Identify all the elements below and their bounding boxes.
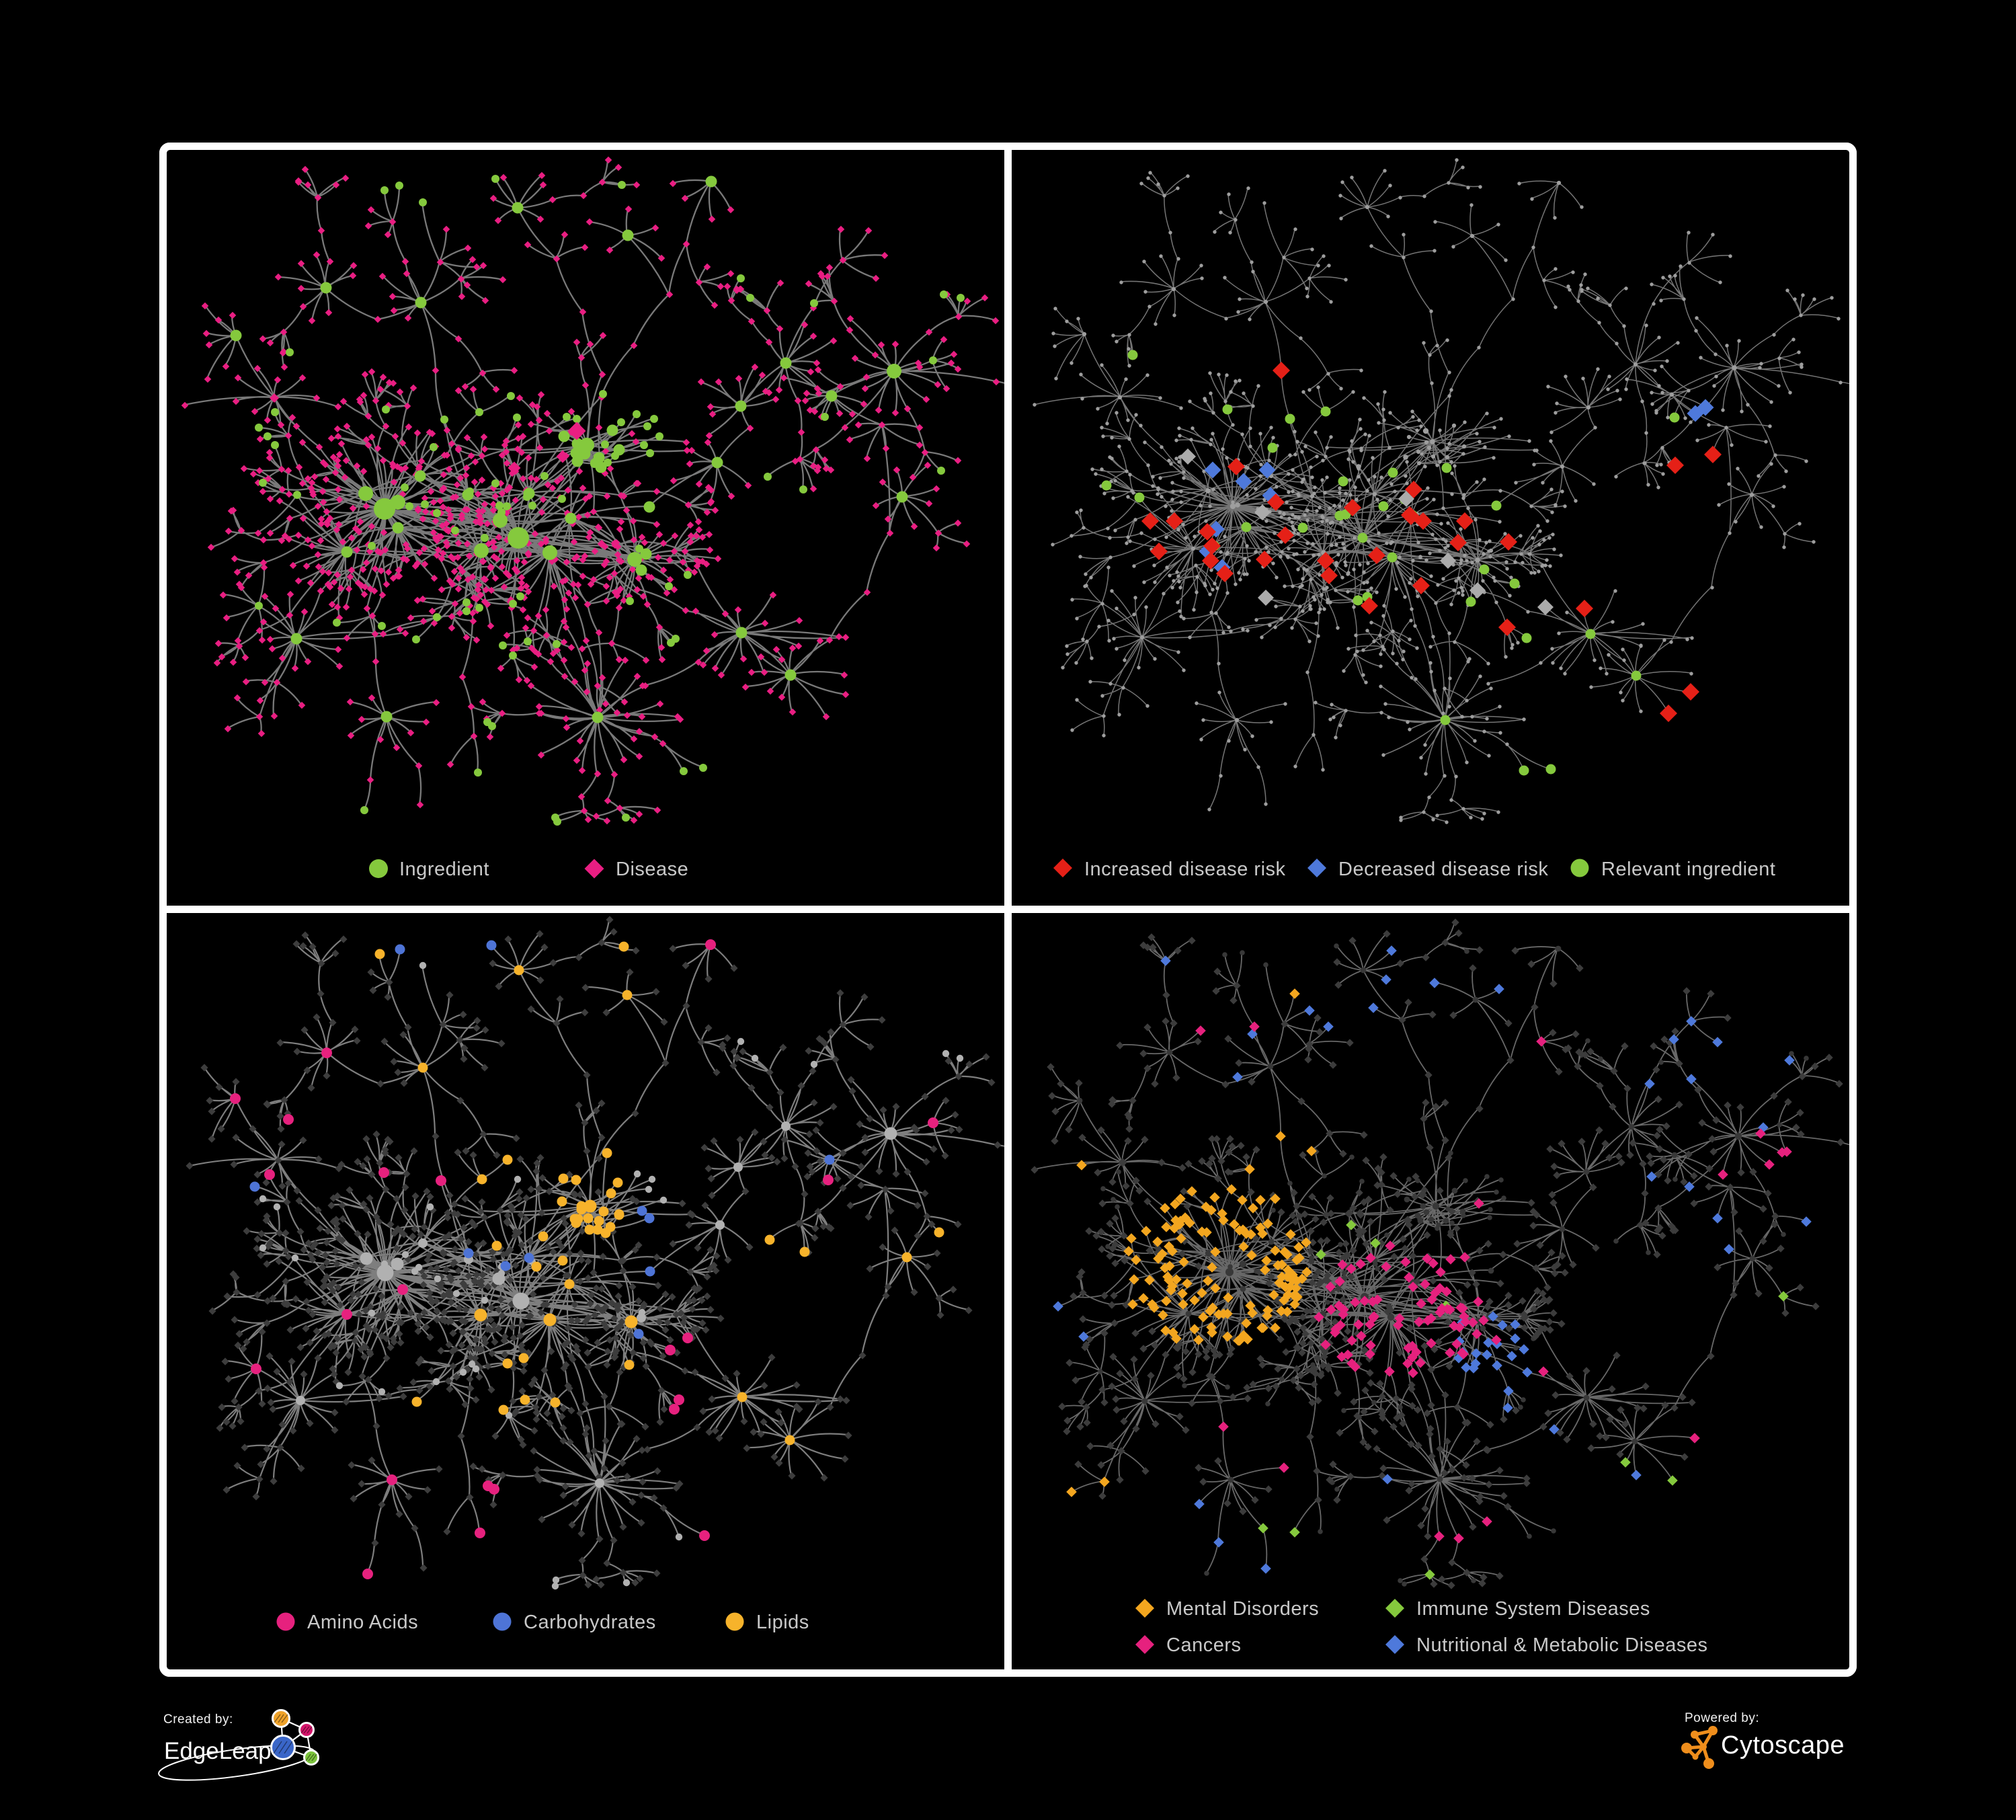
svg-text:Mental Disorders: Mental Disorders — [1166, 1598, 1319, 1620]
svg-text:Amino Acids: Amino Acids — [307, 1612, 418, 1633]
svg-text:Relevant ingredient: Relevant ingredient — [1601, 859, 1775, 880]
svg-text:Ingredient: Ingredient — [399, 859, 489, 880]
svg-text:Disease: Disease — [616, 859, 688, 880]
svg-text:Powered by:: Powered by: — [1685, 1711, 1759, 1725]
svg-text:Decreased disease risk: Decreased disease risk — [1338, 859, 1548, 880]
svg-text:Immune System Diseases: Immune System Diseases — [1416, 1598, 1650, 1620]
svg-text:Cancers: Cancers — [1166, 1634, 1242, 1656]
svg-text:Increased disease risk: Increased disease risk — [1084, 859, 1286, 880]
svg-text:Created by:: Created by: — [163, 1712, 233, 1727]
svg-text:Cytoscape: Cytoscape — [1721, 1731, 1845, 1759]
svg-text:EdgeLeap: EdgeLeap — [164, 1738, 272, 1764]
svg-text:Carbohydrates: Carbohydrates — [524, 1612, 656, 1633]
svg-text:Lipids: Lipids — [756, 1612, 809, 1633]
svg-text:Nutritional & Metabolic Diseas: Nutritional & Metabolic Diseases — [1416, 1634, 1707, 1656]
